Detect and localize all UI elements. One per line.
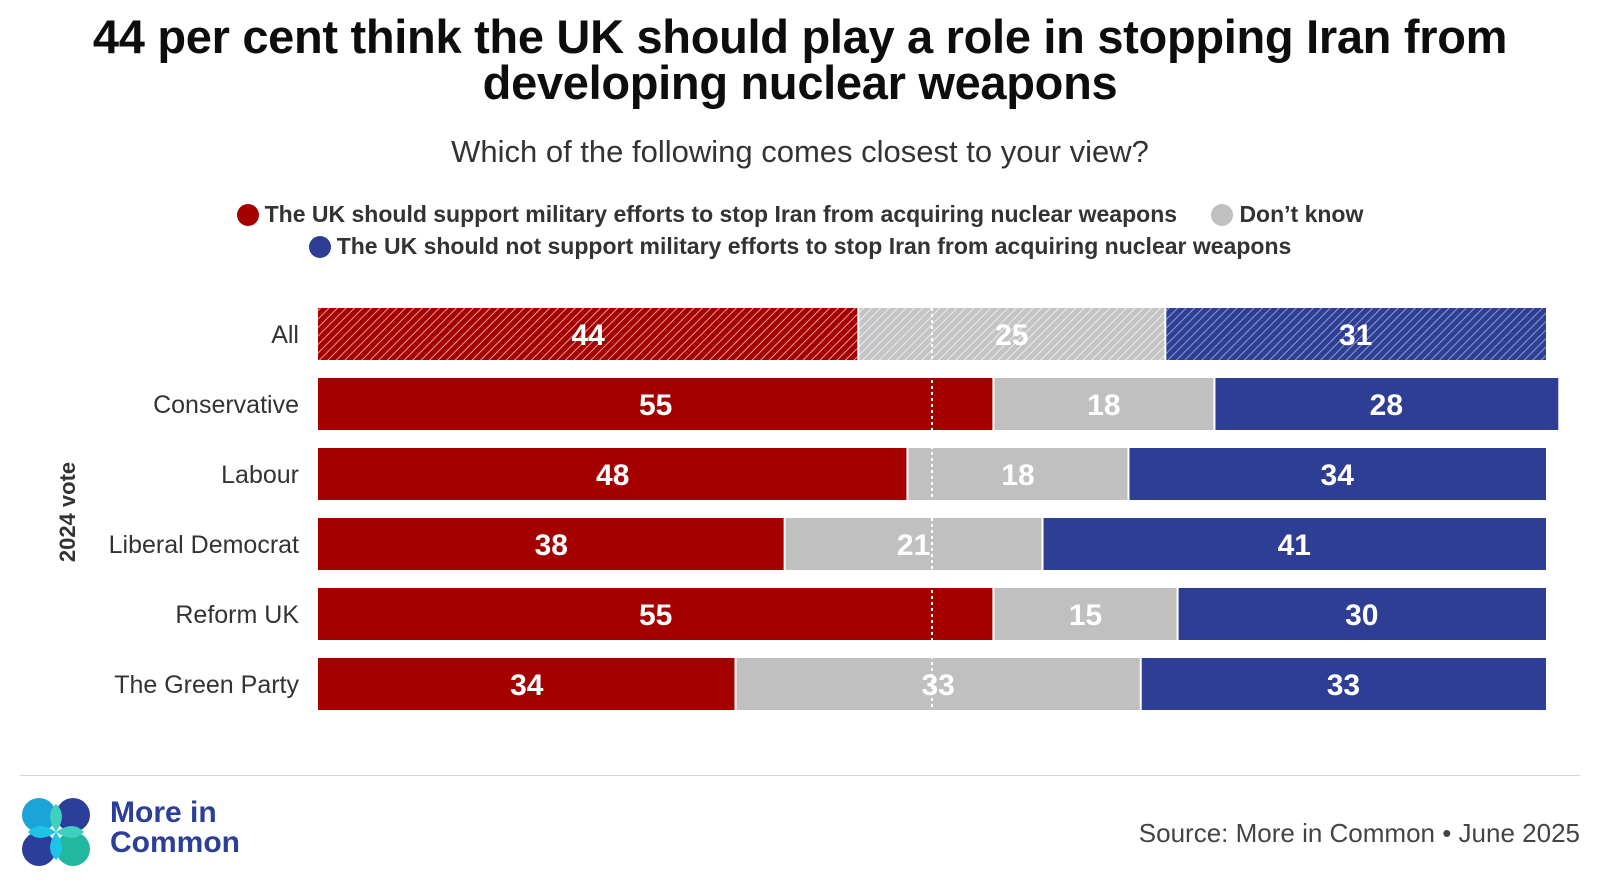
bar-segment-dont-know-conservative xyxy=(994,378,1214,430)
data-label-support-all: 44 xyxy=(571,319,605,352)
bar-segment-not-support-reform-uk xyxy=(1178,588,1546,640)
data-label-not-support-reform-uk: 30 xyxy=(1345,599,1378,632)
data-label-not-support-liberal-democrat: 41 xyxy=(1278,529,1311,562)
bar-segment-not-support-all xyxy=(1166,308,1546,360)
bar-segment-not-support-labour xyxy=(1129,448,1546,500)
data-label-support-the-green-party: 34 xyxy=(510,669,544,702)
data-label-dont-know-liberal-democrat: 21 xyxy=(897,529,930,562)
data-label-support-labour: 48 xyxy=(596,459,629,492)
bar-segment-support-labour xyxy=(318,448,907,500)
legend-label-dont-know: Don’t know xyxy=(1239,201,1364,227)
bar-segment-not-support-conservative xyxy=(1215,378,1559,430)
logo-wordmark: More in Common xyxy=(110,798,240,858)
category-label-the-green-party: The Green Party xyxy=(114,671,299,699)
chart-subtitle: Which of the following comes closest to … xyxy=(451,134,1149,169)
legend-item-support: The UK should support military efforts t… xyxy=(236,201,1178,228)
data-label-not-support-labour: 34 xyxy=(1321,459,1355,492)
bar-segment-support-liberal-democrat xyxy=(318,518,784,570)
data-label-support-reform-uk: 55 xyxy=(639,599,672,632)
data-label-dont-know-labour: 18 xyxy=(1001,459,1034,492)
bar-segment-not-support-liberal-democrat xyxy=(1043,518,1546,570)
category-label-labour: Labour xyxy=(221,461,299,489)
chart-title-line1: 44 per cent think the UK should play a r… xyxy=(92,10,1508,63)
legend-swatch-support xyxy=(236,204,259,226)
data-label-dont-know-the-green-party: 33 xyxy=(921,669,954,702)
chart-title: 44 per cent think the UK should play a r… xyxy=(0,10,1600,109)
bar-segment-dont-know-labour xyxy=(908,448,1128,500)
data-label-not-support-conservative: 28 xyxy=(1370,389,1403,422)
bar-segment-support-conservative xyxy=(318,378,993,430)
legend-label-support: The UK should support military efforts t… xyxy=(264,201,1178,227)
bar-segment-dont-know-liberal-democrat xyxy=(785,518,1042,570)
category-label-all: All xyxy=(271,321,299,349)
footer-divider xyxy=(20,775,1580,776)
logo-text-line2: Common xyxy=(110,826,240,859)
bar-segment-not-support-the-green-party xyxy=(1141,658,1546,710)
stacked-bar-chart: 44 25 31 55 18 28 48 18 34 38 21 41 55 15 30 34 33 33 All… xyxy=(109,308,1559,710)
logo-text-line1: More in xyxy=(110,796,217,829)
legend-item-dont-know: Don’t know xyxy=(1211,201,1363,228)
data-label-support-conservative: 55 xyxy=(639,389,672,422)
more-in-common-logo xyxy=(22,798,90,866)
category-label-reform-uk: Reform UK xyxy=(175,601,299,629)
data-label-not-support-all: 31 xyxy=(1339,319,1372,352)
category-label-conservative: Conservative xyxy=(153,391,299,419)
legend-label-not-support: The UK should not support military effor… xyxy=(336,233,1292,259)
data-label-dont-know-reform-uk: 15 xyxy=(1069,599,1102,632)
chart-title-line2: developing nuclear weapons xyxy=(482,56,1118,109)
data-label-dont-know-conservative: 18 xyxy=(1087,389,1120,422)
legend-item-not-support: The UK should not support military effor… xyxy=(308,233,1292,260)
source-note: Source: More in Common • June 2025 xyxy=(1138,818,1580,848)
legend-row-2: The UK should not support military effor… xyxy=(0,233,1600,260)
legend-swatch-not-support xyxy=(308,236,331,258)
data-label-not-support-the-green-party: 33 xyxy=(1327,669,1360,702)
bar-segment-dont-know-the-green-party xyxy=(736,658,1140,710)
bar-segment-support-all xyxy=(318,308,858,360)
bar-segment-support-the-green-party xyxy=(318,658,735,710)
legend: The UK should support military efforts t… xyxy=(0,201,1600,228)
data-label-dont-know-all: 25 xyxy=(995,319,1028,352)
category-label-liberal-democrat: Liberal Democrat xyxy=(109,531,299,559)
bar-segment-support-reform-uk xyxy=(318,588,993,640)
legend-swatch-dont-know xyxy=(1211,204,1234,226)
bar-segment-dont-know-all xyxy=(859,308,1165,360)
data-label-support-liberal-democrat: 38 xyxy=(535,529,568,562)
bar-segment-dont-know-reform-uk xyxy=(994,588,1177,640)
